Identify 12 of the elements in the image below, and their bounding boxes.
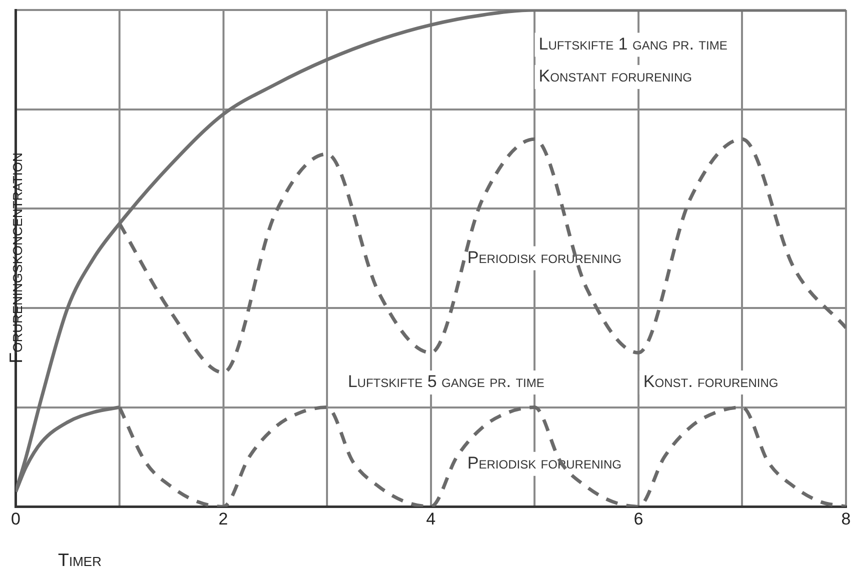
annotation: Konstant forurening	[538, 66, 692, 86]
annotation: Periodisk forurening	[467, 248, 622, 267]
x-tick-label: 0	[10, 509, 20, 528]
annotation: Luftskifte 1 gang pr. time	[538, 34, 728, 54]
annotation: Luftskifte 5 gange pr. time	[348, 372, 544, 392]
y-axis-title: Forureningskoncentration	[6, 152, 27, 364]
x-tick-label: 6	[634, 509, 644, 528]
x-tick-label: 4	[426, 509, 436, 528]
x-axis-title: Timer	[58, 550, 102, 571]
annotation: Konst. forurening	[643, 372, 778, 392]
x-tick-label: 8	[841, 509, 851, 528]
x-tick-label: 2	[218, 509, 228, 528]
